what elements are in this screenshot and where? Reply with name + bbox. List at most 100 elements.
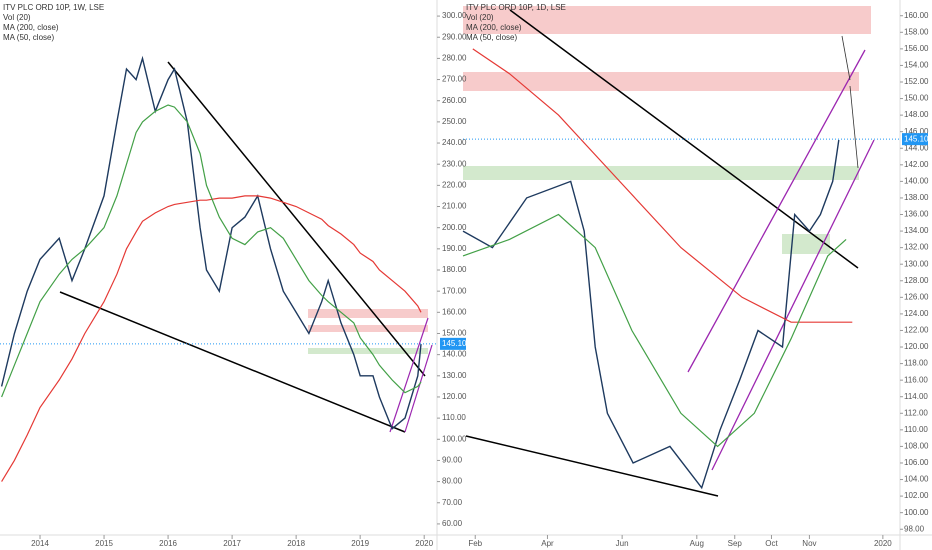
y-tick-label: 210.00 [442,202,467,211]
target-arrow [849,85,859,169]
y-tick-label: 156.00 [904,44,929,53]
y-tick-label: 240.00 [442,138,467,147]
x-tick-label: 2014 [31,539,49,548]
last-price-label: 145.10 [442,339,467,348]
x-tick-label: 2018 [287,539,305,548]
y-tick-label: 110.00 [442,413,466,422]
y-tick-label: 80.00 [442,477,463,486]
y-tick-label: 138.00 [904,193,929,202]
indicator-label: Vol (20) [466,13,494,22]
y-tick-label: 98.00 [904,524,925,533]
y-tick-label: 112.00 [904,408,928,417]
y-tick-label: 116.00 [904,375,928,384]
y-tick-label: 70.00 [442,498,463,507]
y-tick-label: 290.00 [442,32,467,41]
last-price-tag [440,337,466,350]
y-tick-label: 90.00 [442,456,463,465]
support-zone [308,348,428,354]
x-tick-label: Aug [690,539,704,548]
resistance-zone [308,309,428,318]
x-tick-label: Oct [765,539,778,548]
y-tick-label: 126.00 [904,292,929,301]
last-price-label: 145.10 [904,134,929,143]
y-tick-label: 102.00 [904,491,929,500]
y-tick-label: 180.00 [442,265,467,274]
x-tick-label: Sep [728,539,743,548]
y-tick-label: 170.00 [442,286,467,295]
y-tick-label: 140.00 [442,350,467,359]
y-tick-label: 110.00 [904,425,928,434]
y-tick-label: 132.00 [904,243,929,252]
y-tick-label: 142.00 [904,160,929,169]
price-line [462,139,840,490]
x-tick-label: 2019 [351,539,369,548]
y-tick-label: 120.00 [442,392,467,401]
indicator-label: MA (50, close) [3,33,54,42]
x-tick-label: 2016 [159,539,177,548]
trendline [167,61,426,377]
y-tick-label: 148.00 [904,110,929,119]
moving-average [472,48,853,323]
y-tick-label: 122.00 [904,326,929,335]
y-tick-label: 150.00 [904,94,929,103]
indicator-label: MA (50, close) [466,33,517,42]
y-tick-label: 100.00 [442,434,467,443]
channel-line [404,344,433,433]
y-tick-label: 230.00 [442,159,467,168]
y-tick-label: 300.00 [442,11,467,20]
moving-average [462,213,847,448]
indicator-label: Vol (20) [3,13,31,22]
y-tick-label: 190.00 [442,244,467,253]
trendline [59,291,406,433]
y-tick-label: 128.00 [904,276,929,285]
y-tick-label: 140.00 [904,176,929,185]
resistance-zone [463,6,871,34]
target-arrow [841,35,851,81]
y-tick-label: 280.00 [442,54,467,63]
y-tick-label: 134.00 [904,226,929,235]
y-tick-label: 158.00 [904,27,929,36]
y-tick-label: 250.00 [442,117,467,126]
chart-title: ITV PLC ORD 10P, 1D, LSE [466,3,566,12]
y-tick-label: 100.00 [904,508,929,517]
x-tick-label: Jun [616,539,629,548]
x-tick-label: Apr [541,539,554,548]
resistance-zone [463,72,859,91]
y-tick-label: 120.00 [904,342,929,351]
y-tick-label: 130.00 [442,371,467,380]
y-tick-label: 108.00 [904,442,929,451]
y-tick-label: 160.00 [904,11,929,20]
x-tick-label: 2015 [95,539,113,548]
y-tick-label: 104.00 [904,475,929,484]
y-tick-label: 106.00 [904,458,929,467]
last-price-tag [902,133,928,146]
indicator-label: MA (200, close) [466,23,522,32]
y-tick-label: 220.00 [442,180,467,189]
y-tick-label: 270.00 [442,75,467,84]
y-tick-label: 152.00 [904,77,929,86]
x-tick-label: 2017 [223,539,241,548]
y-tick-label: 260.00 [442,96,467,105]
moving-average [1,195,422,482]
y-tick-label: 118.00 [904,359,928,368]
channel-line [687,49,866,373]
plot-layer: 60.00 70.00 80.00 90.00 100.00 110.00 120.00 13… [0,3,929,548]
channel-line [389,317,429,433]
x-tick-label: Nov [802,539,816,548]
resistance-zone [308,325,428,332]
y-tick-label: 150.00 [442,329,467,338]
x-tick-label: 2020 [415,539,433,548]
y-tick-label: 130.00 [904,259,929,268]
y-tick-label: 146.00 [904,127,929,136]
y-tick-label: 124.00 [904,309,929,318]
channel-line [711,139,875,471]
y-tick-label: 200.00 [442,223,467,232]
trendline [509,9,859,269]
x-tick-label: 2020 [874,539,892,548]
y-tick-label: 154.00 [904,61,929,70]
x-tick-label: Feb [468,539,482,548]
y-tick-label: 60.00 [442,519,463,528]
moving-average [1,104,422,398]
